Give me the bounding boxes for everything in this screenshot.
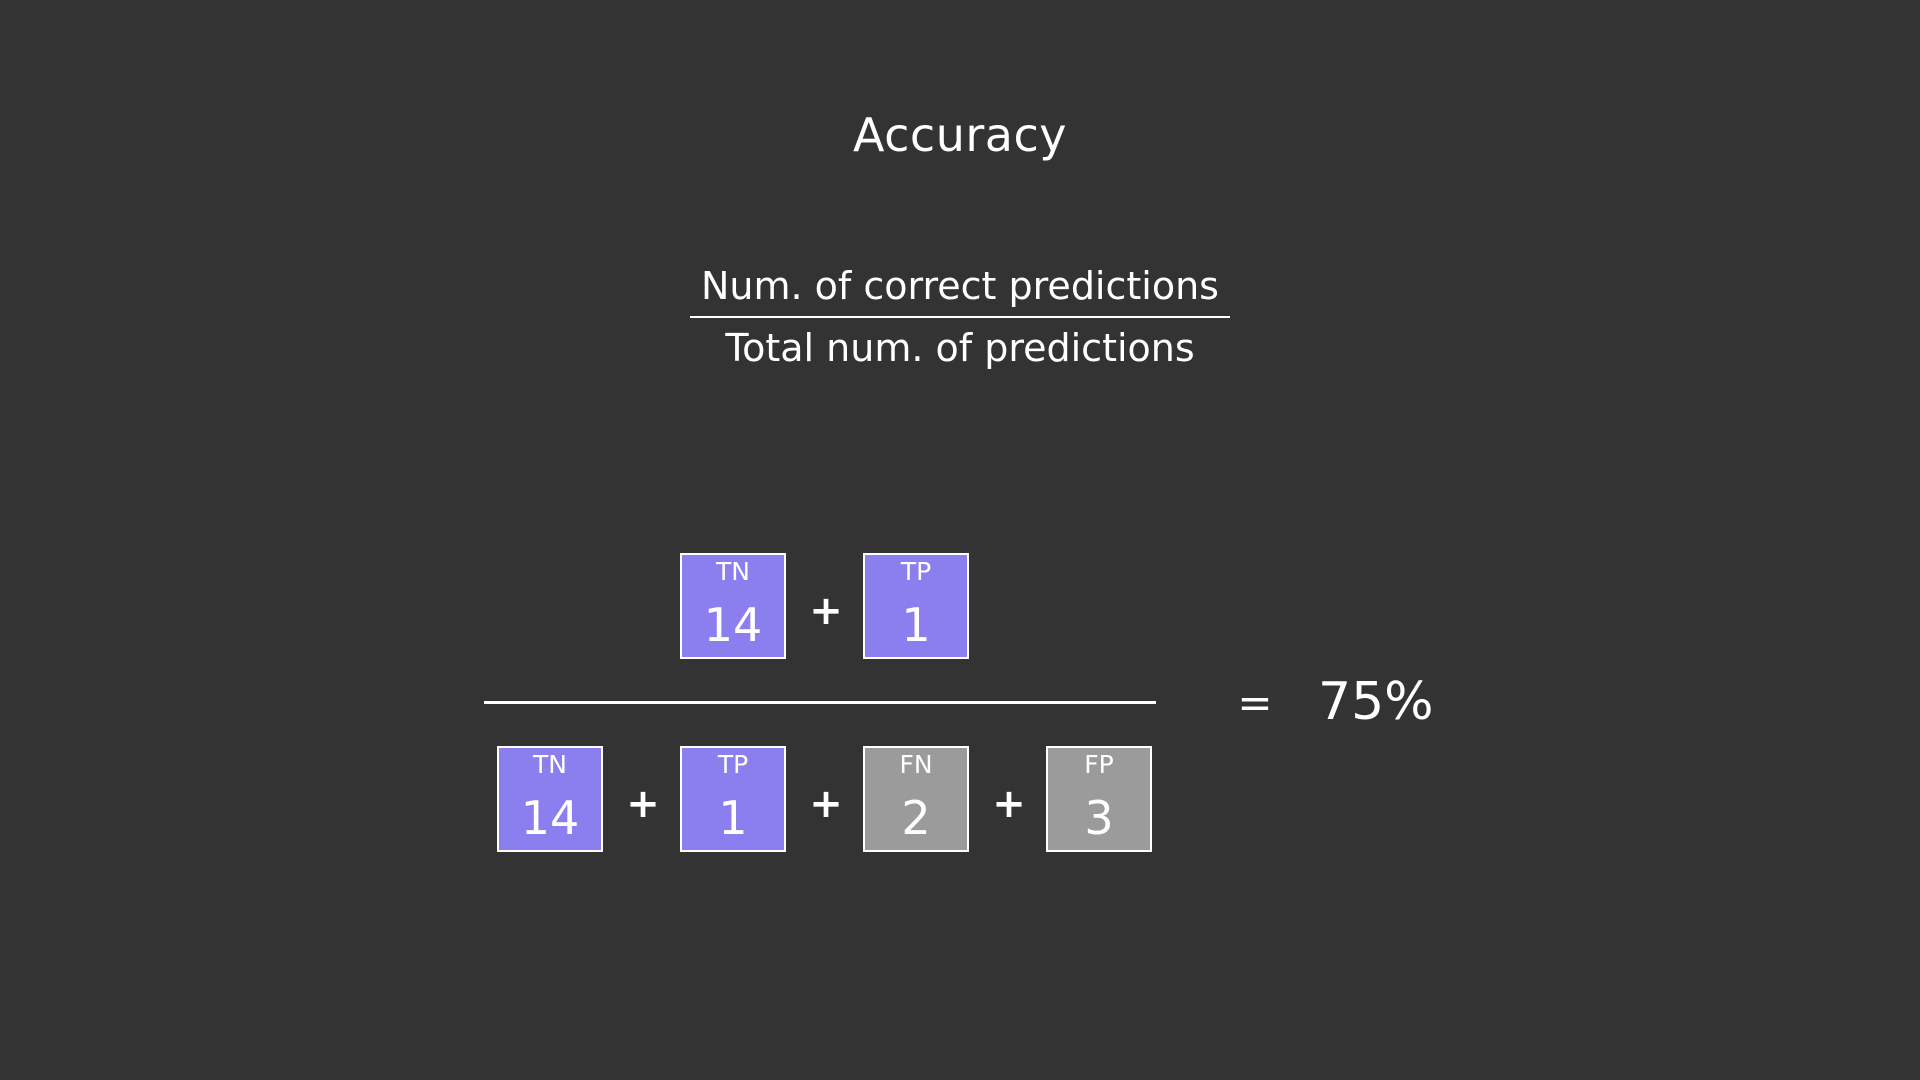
box-label: TN bbox=[716, 557, 750, 586]
box-label: FP bbox=[1084, 750, 1114, 779]
accuracy-formula: Num. of correct predictions Total num. o… bbox=[690, 262, 1230, 372]
box-label: TN bbox=[533, 750, 567, 779]
formula-denominator: Total num. of predictions bbox=[725, 326, 1195, 370]
numerator-tp-box: TP 1 bbox=[863, 553, 969, 659]
plus-sign: + bbox=[626, 781, 660, 827]
box-value: 1 bbox=[901, 598, 931, 652]
formula-fraction-bar bbox=[690, 316, 1230, 318]
denominator-tp-box: TP 1 bbox=[680, 746, 786, 852]
main-fraction-bar bbox=[484, 701, 1156, 704]
box-label: TP bbox=[900, 557, 932, 586]
box-value: 1 bbox=[718, 791, 748, 845]
box-value: 14 bbox=[520, 791, 580, 845]
box-value: 3 bbox=[1084, 791, 1114, 845]
plus-sign: + bbox=[809, 588, 843, 634]
numerator-tn-box: TN 14 bbox=[680, 553, 786, 659]
formula-numerator: Num. of correct predictions bbox=[701, 264, 1219, 308]
box-label: FN bbox=[899, 750, 933, 779]
diagram-title: Accuracy bbox=[852, 108, 1067, 162]
plus-sign: + bbox=[992, 781, 1026, 827]
box-value: 2 bbox=[901, 791, 931, 845]
plus-sign: + bbox=[809, 781, 843, 827]
denominator-fn-box: FN 2 bbox=[863, 746, 969, 852]
denominator-tn-box: TN 14 bbox=[497, 746, 603, 852]
equals-sign: = bbox=[1237, 678, 1273, 727]
box-label: TP bbox=[717, 750, 749, 779]
box-value: 14 bbox=[703, 598, 763, 652]
denominator-fp-box: FP 3 bbox=[1046, 746, 1152, 852]
accuracy-result: 75% bbox=[1318, 672, 1434, 732]
